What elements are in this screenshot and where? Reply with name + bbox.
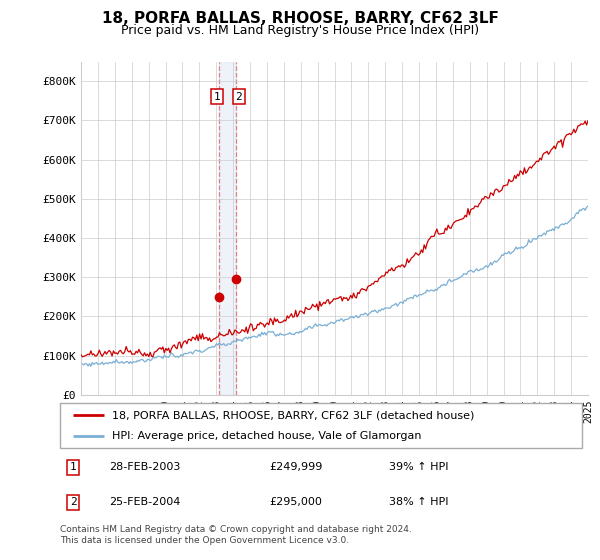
Text: 39% ↑ HPI: 39% ↑ HPI xyxy=(389,463,448,472)
Text: Contains HM Land Registry data © Crown copyright and database right 2024.
This d: Contains HM Land Registry data © Crown c… xyxy=(60,525,412,545)
Text: 1: 1 xyxy=(214,92,220,101)
Text: 25-FEB-2004: 25-FEB-2004 xyxy=(110,497,181,507)
Text: 1: 1 xyxy=(70,463,76,472)
Text: £295,000: £295,000 xyxy=(269,497,322,507)
Text: 2: 2 xyxy=(70,497,76,507)
Text: £249,999: £249,999 xyxy=(269,463,322,472)
Text: 38% ↑ HPI: 38% ↑ HPI xyxy=(389,497,448,507)
Text: Price paid vs. HM Land Registry's House Price Index (HPI): Price paid vs. HM Land Registry's House … xyxy=(121,24,479,36)
Bar xyxy=(219,62,236,395)
FancyBboxPatch shape xyxy=(60,403,582,448)
Text: HPI: Average price, detached house, Vale of Glamorgan: HPI: Average price, detached house, Vale… xyxy=(112,431,422,441)
Text: 28-FEB-2003: 28-FEB-2003 xyxy=(110,463,181,472)
Text: 18, PORFA BALLAS, RHOOSE, BARRY, CF62 3LF: 18, PORFA BALLAS, RHOOSE, BARRY, CF62 3L… xyxy=(101,11,499,26)
Text: 2: 2 xyxy=(235,92,242,101)
Text: 18, PORFA BALLAS, RHOOSE, BARRY, CF62 3LF (detached house): 18, PORFA BALLAS, RHOOSE, BARRY, CF62 3L… xyxy=(112,410,475,421)
